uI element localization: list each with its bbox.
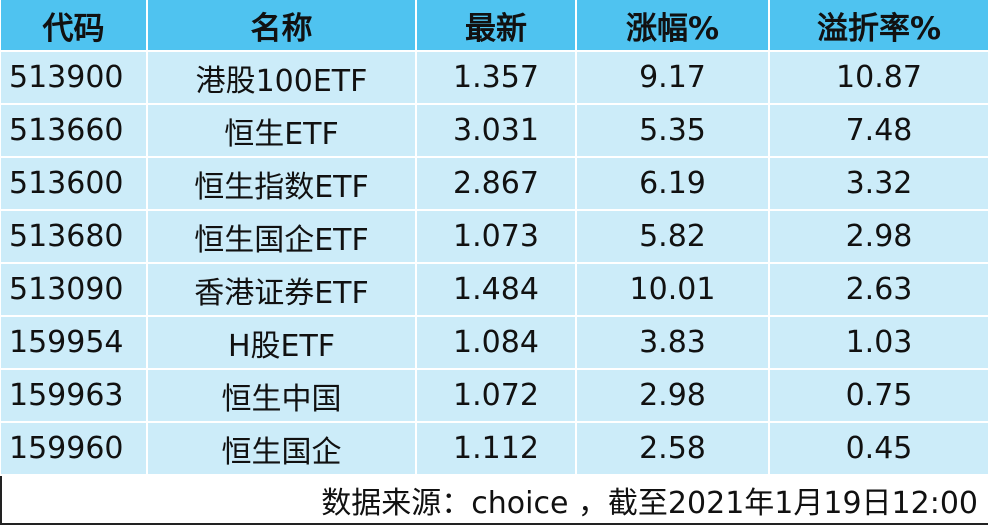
cell-change-pct: 2.98 [576, 368, 770, 422]
cell-premium-pct: 0.45 [769, 421, 988, 475]
cell-code: 513090 [1, 262, 148, 316]
table-row: 159960 恒生国企 1.112 2.58 0.45 [1, 421, 988, 475]
cell-change-pct: 9.17 [576, 50, 770, 104]
table-row: 513900 港股100ETF 1.357 9.17 10.87 [1, 50, 988, 104]
cell-latest: 1.073 [416, 209, 577, 263]
cell-latest: 1.072 [416, 368, 577, 422]
cell-name: 恒生指数ETF [147, 156, 417, 210]
cell-latest: 1.484 [416, 262, 577, 316]
cell-change-pct: 5.35 [576, 103, 770, 157]
cell-premium-pct: 2.98 [769, 209, 988, 263]
source-row: 数据来源：choice ，截至2021年1月19日12:00 [0, 474, 988, 525]
cell-code: 513680 [1, 209, 148, 263]
data-source-note: 数据来源：choice ，截至2021年1月19日12:00 [0, 474, 988, 525]
cell-premium-pct: 0.75 [769, 368, 988, 422]
cell-latest: 1.084 [416, 315, 577, 369]
cell-premium-pct: 2.63 [769, 262, 988, 316]
table-row: 513090 香港证券ETF 1.484 10.01 2.63 [1, 262, 988, 316]
cell-name: 恒生ETF [147, 103, 417, 157]
cell-premium-pct: 3.32 [769, 156, 988, 210]
cell-code: 159960 [1, 421, 148, 475]
cell-code: 513660 [1, 103, 148, 157]
cell-change-pct: 6.19 [576, 156, 770, 210]
table-row: 513660 恒生ETF 3.031 5.35 7.48 [1, 103, 988, 157]
cell-premium-pct: 1.03 [769, 315, 988, 369]
cell-name: 港股100ETF [147, 50, 417, 104]
header-name: 名称 [147, 0, 417, 51]
table-row: 513600 恒生指数ETF 2.867 6.19 3.32 [1, 156, 988, 210]
cell-latest: 1.112 [416, 421, 577, 475]
cell-change-pct: 3.83 [576, 315, 770, 369]
header-latest: 最新 [416, 0, 577, 51]
cell-code: 159963 [1, 368, 148, 422]
cell-latest: 2.867 [416, 156, 577, 210]
table-row: 513680 恒生国企ETF 1.073 5.82 2.98 [1, 209, 988, 263]
cell-name: 恒生国企 [147, 421, 417, 475]
cell-code: 513600 [1, 156, 148, 210]
header-code: 代码 [1, 0, 148, 51]
cell-code: 159954 [1, 315, 148, 369]
cell-name: H股ETF [147, 315, 417, 369]
cell-premium-pct: 10.87 [769, 50, 988, 104]
cell-name: 恒生国企ETF [147, 209, 417, 263]
cell-name: 香港证券ETF [147, 262, 417, 316]
header-change-pct: 涨幅% [576, 0, 770, 51]
header-row: 代码 名称 最新 涨幅% 溢折率% [1, 0, 988, 51]
cell-premium-pct: 7.48 [769, 103, 988, 157]
cell-change-pct: 10.01 [576, 262, 770, 316]
cell-code: 513900 [1, 50, 148, 104]
cell-latest: 1.357 [416, 50, 577, 104]
table-row: 159963 恒生中国 1.072 2.98 0.75 [1, 368, 988, 422]
header-premium-pct: 溢折率% [769, 0, 988, 51]
cell-name: 恒生中国 [147, 368, 417, 422]
cell-change-pct: 5.82 [576, 209, 770, 263]
cell-change-pct: 2.58 [576, 421, 770, 475]
table-row: 159954 H股ETF 1.084 3.83 1.03 [1, 315, 988, 369]
cell-latest: 3.031 [416, 103, 577, 157]
table-body: 513900 港股100ETF 1.357 9.17 10.87 513660 … [0, 50, 988, 525]
